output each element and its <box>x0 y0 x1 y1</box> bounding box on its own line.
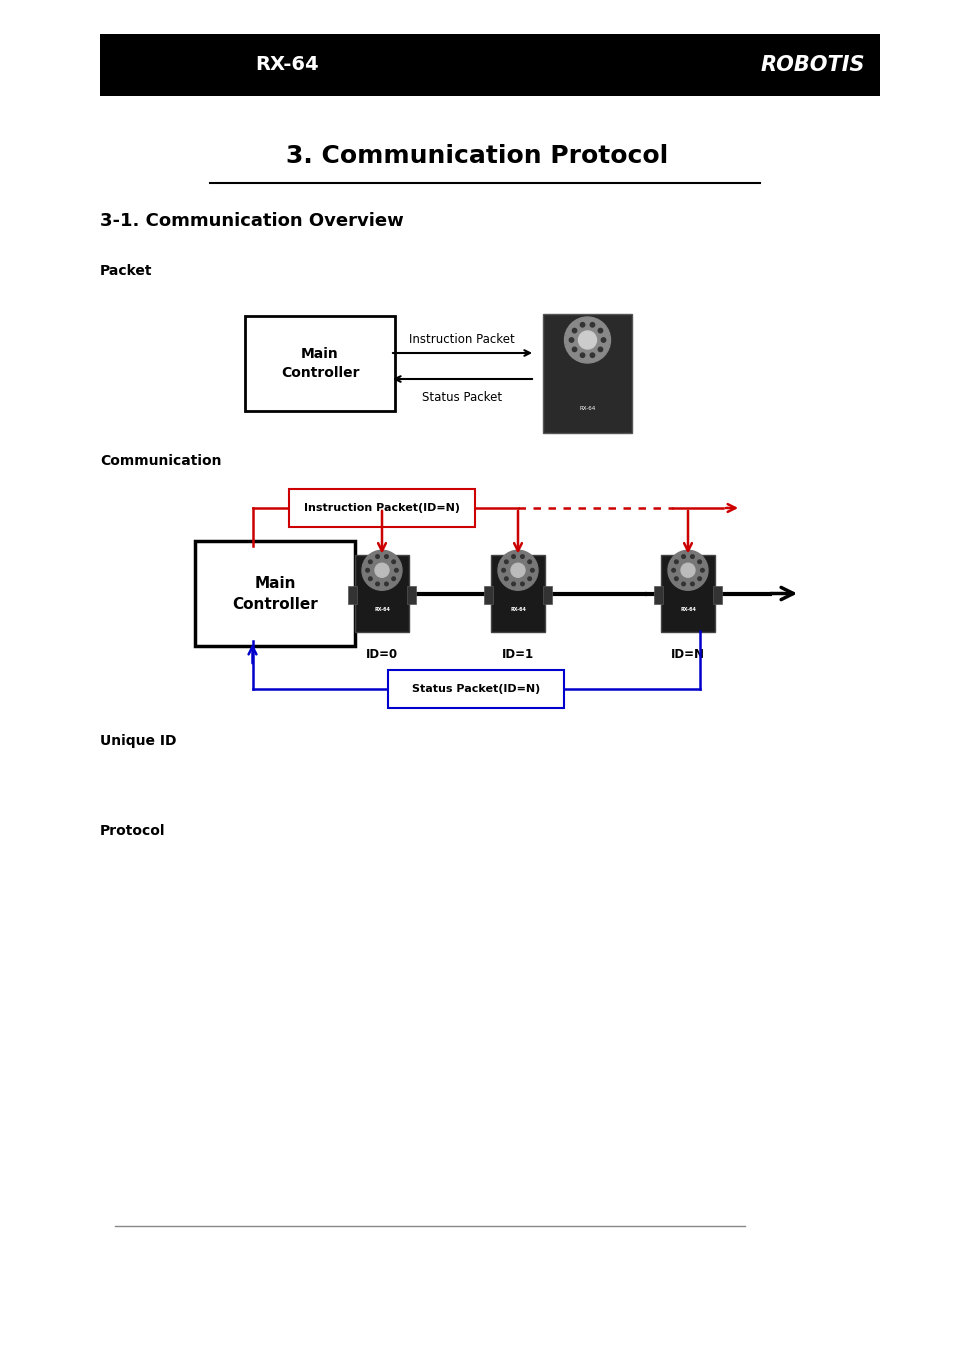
Circle shape <box>569 338 573 342</box>
Text: RX-64: RX-64 <box>679 607 695 612</box>
Circle shape <box>395 569 397 571</box>
FancyBboxPatch shape <box>388 670 563 708</box>
Circle shape <box>674 559 678 563</box>
Circle shape <box>520 582 524 586</box>
Circle shape <box>375 555 379 558</box>
Circle shape <box>681 555 684 558</box>
Circle shape <box>368 559 372 563</box>
Circle shape <box>590 353 594 358</box>
Circle shape <box>680 563 695 577</box>
Circle shape <box>375 582 379 586</box>
Circle shape <box>384 582 388 586</box>
FancyBboxPatch shape <box>483 586 493 604</box>
Text: Status Packet(ID=N): Status Packet(ID=N) <box>412 684 539 694</box>
FancyBboxPatch shape <box>491 555 544 632</box>
Circle shape <box>527 559 531 563</box>
Text: ID=0: ID=0 <box>366 648 397 662</box>
FancyBboxPatch shape <box>245 316 395 411</box>
FancyBboxPatch shape <box>407 586 416 604</box>
Circle shape <box>501 569 505 571</box>
Circle shape <box>497 550 537 590</box>
Circle shape <box>579 323 584 327</box>
Circle shape <box>511 555 515 558</box>
Circle shape <box>361 550 401 590</box>
Circle shape <box>564 317 610 363</box>
FancyBboxPatch shape <box>194 540 355 646</box>
Text: Protocol: Protocol <box>100 824 165 838</box>
Circle shape <box>572 347 577 351</box>
Circle shape <box>578 331 596 349</box>
Text: ID=N: ID=N <box>670 648 704 662</box>
Circle shape <box>504 577 508 581</box>
Circle shape <box>681 582 684 586</box>
Circle shape <box>511 582 515 586</box>
FancyBboxPatch shape <box>542 586 552 604</box>
FancyBboxPatch shape <box>289 489 475 527</box>
Circle shape <box>384 555 388 558</box>
Text: 3-1. Communication Overview: 3-1. Communication Overview <box>100 212 403 230</box>
Circle shape <box>504 559 508 563</box>
Circle shape <box>697 577 700 581</box>
Circle shape <box>690 555 694 558</box>
FancyBboxPatch shape <box>712 586 721 604</box>
Text: RX-64: RX-64 <box>254 55 318 74</box>
Circle shape <box>667 550 707 590</box>
Text: Instruction Packet(ID=N): Instruction Packet(ID=N) <box>304 503 459 513</box>
Text: Main
Controller: Main Controller <box>280 347 359 380</box>
Circle shape <box>520 555 524 558</box>
Text: RX-64: RX-64 <box>374 607 390 612</box>
FancyBboxPatch shape <box>654 586 662 604</box>
Circle shape <box>527 577 531 581</box>
Circle shape <box>590 323 594 327</box>
Text: Status Packet: Status Packet <box>421 390 501 404</box>
FancyBboxPatch shape <box>348 586 356 604</box>
Circle shape <box>579 353 584 358</box>
Circle shape <box>530 569 534 571</box>
Text: Instruction Packet: Instruction Packet <box>409 332 515 346</box>
Text: 3. Communication Protocol: 3. Communication Protocol <box>286 145 667 168</box>
Circle shape <box>511 563 524 577</box>
FancyBboxPatch shape <box>355 555 409 632</box>
Circle shape <box>690 582 694 586</box>
Circle shape <box>598 347 602 351</box>
Circle shape <box>697 559 700 563</box>
Text: Unique ID: Unique ID <box>100 734 176 748</box>
Text: RX-64: RX-64 <box>510 607 525 612</box>
Text: DYNAMIXEL: DYNAMIXEL <box>108 55 226 74</box>
Circle shape <box>600 338 605 342</box>
Circle shape <box>700 569 703 571</box>
Text: Communication: Communication <box>100 454 221 467</box>
Circle shape <box>368 577 372 581</box>
Circle shape <box>674 577 678 581</box>
Circle shape <box>365 569 369 571</box>
Text: RX-64: RX-64 <box>578 407 595 412</box>
FancyBboxPatch shape <box>542 313 631 434</box>
Circle shape <box>671 569 675 571</box>
Text: ID=1: ID=1 <box>501 648 534 662</box>
Circle shape <box>392 577 395 581</box>
Circle shape <box>392 559 395 563</box>
FancyBboxPatch shape <box>660 555 714 632</box>
Circle shape <box>375 563 389 577</box>
Circle shape <box>598 328 602 332</box>
Text: Main
Controller: Main Controller <box>232 576 317 612</box>
Text: Packet: Packet <box>100 263 152 278</box>
Circle shape <box>572 328 577 332</box>
Text: ROBOTIS: ROBOTIS <box>760 55 864 76</box>
FancyBboxPatch shape <box>100 34 879 96</box>
